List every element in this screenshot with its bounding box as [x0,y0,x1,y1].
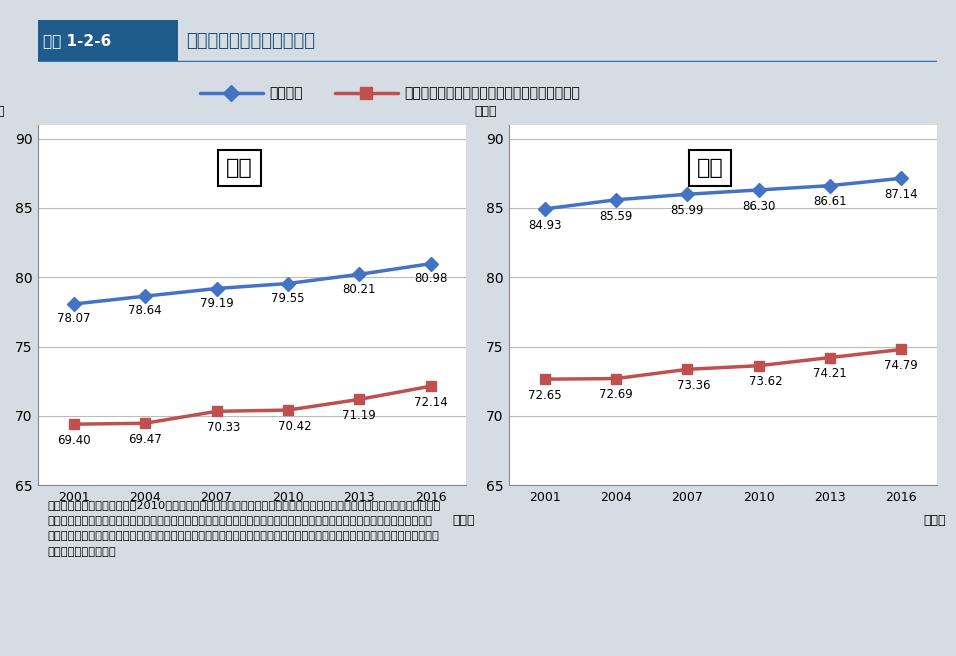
Text: 86.61: 86.61 [814,195,847,209]
Text: 73.62: 73.62 [749,375,782,388]
Text: （年）: （年） [475,104,497,117]
Text: 図表 1-2-6: 図表 1-2-6 [43,33,111,48]
Text: 74.21: 74.21 [813,367,847,380]
Text: 平均对命と健康对命の推移: 平均对命と健康对命の推移 [186,31,315,50]
Text: 85.99: 85.99 [670,204,704,217]
Text: 84.93: 84.93 [528,218,561,232]
Text: 69.40: 69.40 [57,434,91,447]
Text: 72.14: 72.14 [414,396,447,409]
Text: 73.36: 73.36 [678,379,711,392]
Text: 79.19: 79.19 [200,297,233,310]
Text: 79.55: 79.55 [272,292,305,305]
Text: 72.69: 72.69 [599,388,633,401]
Text: 87.14: 87.14 [884,188,918,201]
Text: 70.33: 70.33 [206,421,240,434]
Text: 男性: 男性 [226,158,252,178]
Bar [38,20,178,62]
Text: 女性: 女性 [697,158,724,178]
Text: 80.98: 80.98 [414,272,447,285]
Text: 69.47: 69.47 [128,433,163,446]
Text: 80.21: 80.21 [342,283,376,296]
Text: 健康对命（日常生活に制限のない期間の平均）: 健康对命（日常生活に制限のない期間の平均） [404,86,580,100]
Text: （年）: （年） [0,104,5,117]
Text: 74.79: 74.79 [884,359,918,372]
Text: 72.65: 72.65 [528,389,561,402]
Text: 資料：平均对命については、2010年につき厚生労働省政策統括官付参事官付人口動態・保健社会統計室「完全生命表」、他
　　　の年につき「簡易生命表」、健康对命につ: 資料：平均对命については、2010年につき厚生労働省政策統括官付参事官付人口動態… [47,501,441,557]
Text: 78.64: 78.64 [128,304,162,318]
Text: 86.30: 86.30 [742,199,775,213]
Text: （年）: （年） [452,514,475,527]
Text: 71.19: 71.19 [342,409,376,422]
Text: 平均对命: 平均对命 [270,86,303,100]
Text: 78.07: 78.07 [57,312,91,325]
Text: （年）: （年） [923,514,945,527]
Text: 70.42: 70.42 [278,420,312,433]
Text: 85.59: 85.59 [599,209,633,222]
